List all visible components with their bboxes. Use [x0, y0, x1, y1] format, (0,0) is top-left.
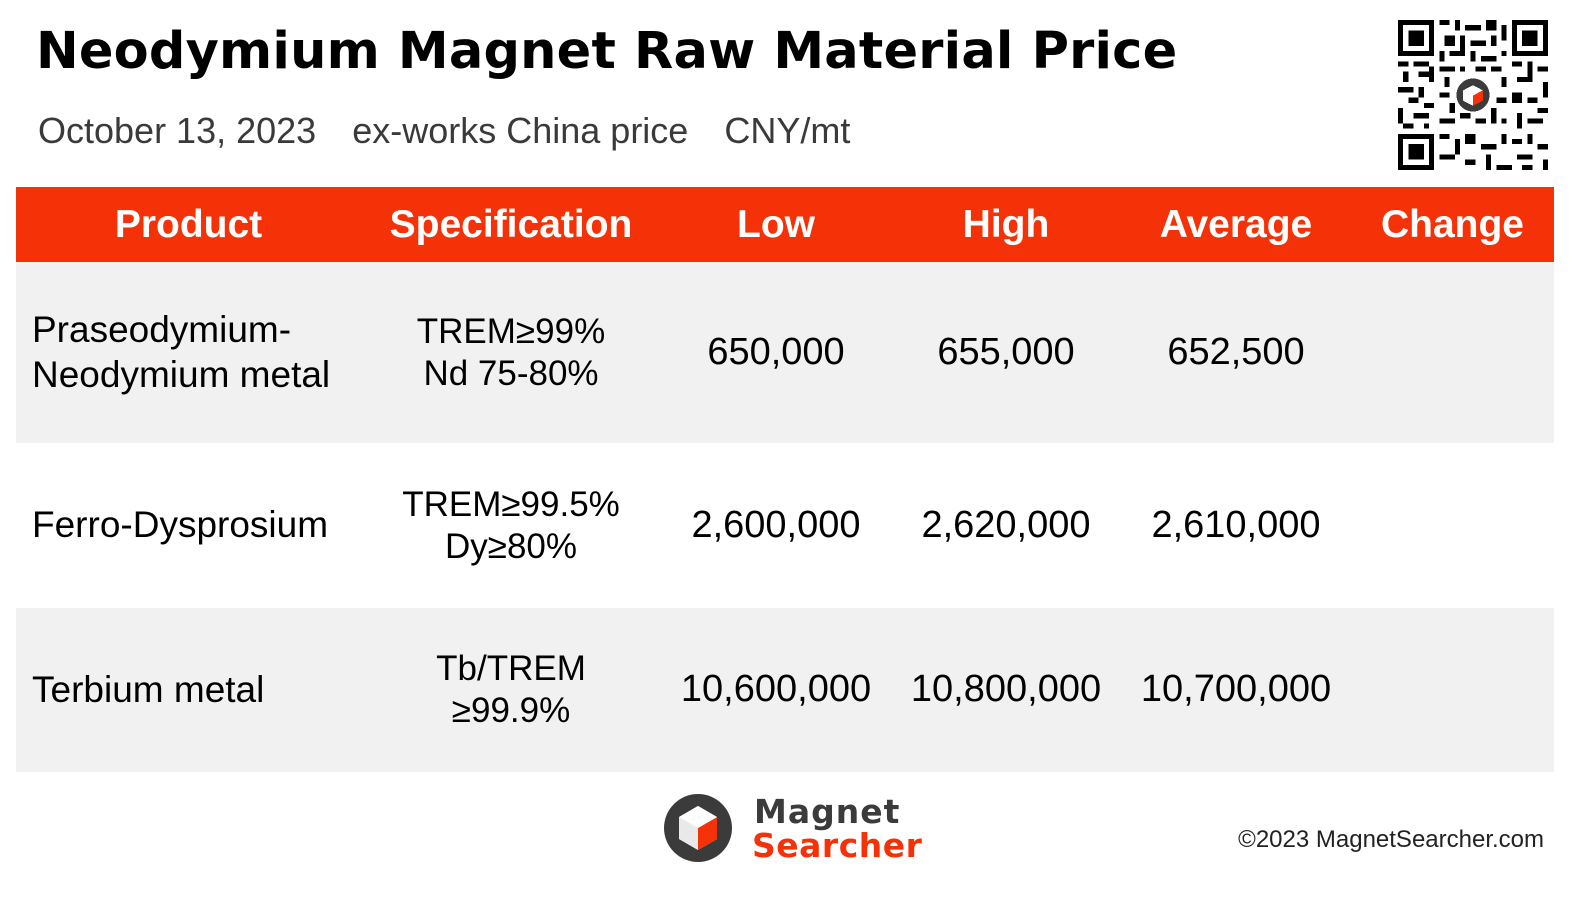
product-cell: Praseodymium- Neodymium metal: [16, 308, 361, 397]
product-name-line: Ferro-Dysprosium: [32, 504, 329, 546]
logo-wordmark-line1: Magnet: [754, 792, 901, 831]
average-price-cell: 652,500: [1167, 330, 1305, 373]
column-header-low: Low: [737, 202, 815, 246]
spec-line: Tb/TREM: [436, 649, 586, 688]
product-name-line: Neodymium metal: [32, 353, 331, 395]
logo-wordmark-line2: Searcher: [752, 826, 923, 865]
low-price-cell: 650,000: [707, 330, 845, 373]
specification-cell: Tb/TREM ≥99.9%: [361, 648, 661, 732]
column-header-average: Average: [1159, 202, 1313, 246]
table-row: Ferro-Dysprosium TREM≥99.5% Dy≥80% 2,600…: [16, 443, 1554, 608]
product-name-line: Terbium metal: [32, 668, 265, 710]
table-header: Product Specification Low High Average C…: [16, 187, 1554, 262]
spec-line: TREM≥99%: [416, 311, 606, 351]
table-row: Praseodymium- Neodymium metal TREM≥99% N…: [16, 262, 1554, 443]
high-price-cell: 655,000: [937, 330, 1075, 373]
spec-line: Dy≥80%: [444, 526, 578, 566]
high-price-cell: 2,620,000: [921, 503, 1091, 546]
low-price-cell: 2,600,000: [691, 503, 861, 546]
product-cell: Ferro-Dysprosium: [16, 503, 361, 547]
high-price-cell: 10,800,000: [910, 668, 1102, 711]
column-header-high: High: [962, 202, 1050, 246]
price-unit: CNY/mt: [724, 110, 851, 151]
spec-line: Nd 75-80%: [423, 353, 599, 393]
column-header-product: Product: [114, 202, 263, 246]
qr-code-icon[interactable]: [1398, 20, 1548, 170]
column-header-specification: Specification: [389, 202, 633, 246]
average-price-cell: 10,700,000: [1140, 668, 1332, 711]
magnet-searcher-logo-icon: [664, 794, 732, 862]
spec-line: ≥99.9%: [451, 691, 571, 730]
column-header-change: Change: [1380, 202, 1524, 246]
product-cell: Terbium metal: [16, 668, 361, 712]
report-date: October 13, 2023: [38, 110, 317, 151]
magnet-searcher-logo[interactable]: Magnet Searcher: [662, 790, 942, 865]
product-name-line: Praseodymium-: [32, 309, 292, 351]
spec-line: TREM≥99.5%: [402, 484, 620, 524]
price-basis: ex-works China price: [352, 110, 689, 151]
subtitle: October 13, 2023 ex-works China price CN…: [38, 110, 876, 152]
specification-cell: TREM≥99% Nd 75-80%: [361, 311, 661, 395]
page-title: Neodymium Magnet Raw Material Price: [36, 22, 1178, 81]
specification-cell: TREM≥99.5% Dy≥80%: [361, 484, 661, 568]
low-price-cell: 10,600,000: [680, 668, 872, 711]
copyright-notice: ©2023 MagnetSearcher.com: [1238, 826, 1544, 853]
average-price-cell: 2,610,000: [1151, 503, 1321, 546]
table-row: Terbium metal Tb/TREM ≥99.9% 10,600,000 …: [16, 608, 1554, 772]
price-table: Product Specification Low High Average C…: [16, 187, 1554, 772]
